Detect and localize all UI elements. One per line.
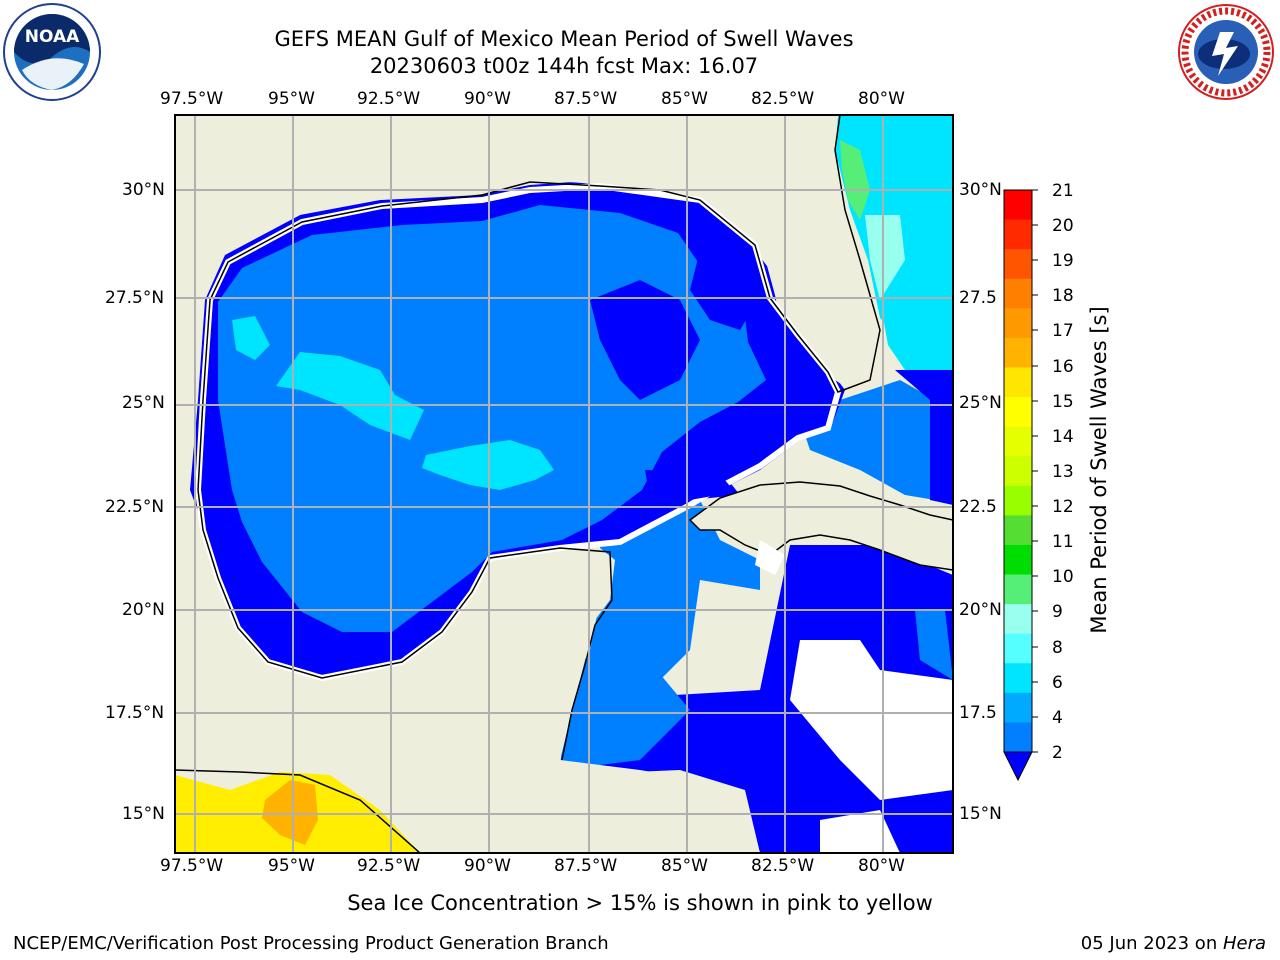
colorbar-tick-label: 16 — [1052, 357, 1074, 377]
lon-label-top: 85°W — [661, 89, 708, 109]
lon-label-top: 82.5°W — [751, 89, 815, 109]
lon-label-bottom: 95°W — [268, 856, 315, 876]
colorbar-tick-label: 8 — [1052, 638, 1063, 658]
lon-label-bottom: 80°W — [858, 856, 905, 876]
colorbar-swatch — [1004, 633, 1032, 664]
colorbar-tick-label: 18 — [1052, 286, 1074, 306]
chart-title: GEFS MEAN Gulf of Mexico Mean Period of … — [274, 27, 854, 51]
lat-label-right: 22.5 — [959, 497, 997, 517]
colorbar-tick-label: 9 — [1052, 602, 1063, 622]
lat-label-left: 20°N — [122, 600, 165, 620]
lon-label-top: 80°W — [858, 89, 905, 109]
lat-label-right: 20°N — [959, 600, 1002, 620]
map-frame — [174, 114, 954, 854]
lat-label-right: 15°N — [959, 804, 1002, 824]
colorbar-extend-triangle — [1003, 751, 1033, 782]
colorbar-tick-label: 19 — [1052, 251, 1074, 271]
lat-label-left: 17.5°N — [105, 703, 165, 723]
colorbar: 21 20 19 18 17 16 15 14 13 12 11 10 9 8 6 4 2 — [1003, 181, 1074, 782]
colorbar-swatch — [1004, 544, 1032, 576]
colorbar-tick-label: 21 — [1052, 181, 1074, 201]
noaa-logo-text: NOAA — [25, 27, 80, 47]
colorbar-swatch — [1004, 663, 1032, 694]
colorbar-tick-label: 14 — [1052, 427, 1074, 447]
footer-host: Hera — [1222, 933, 1266, 954]
lat-label-left: 30°N — [122, 180, 165, 200]
lon-label-bottom: 85°W — [661, 856, 708, 876]
lat-label-right: 27.5 — [959, 288, 997, 308]
mexico-land — [175, 115, 880, 853]
cuba-land — [688, 481, 953, 571]
colorbar-swatch — [1004, 337, 1032, 368]
lon-label-bottom: 97.5°W — [160, 856, 224, 876]
colorbar-swatch — [1004, 190, 1032, 221]
colorbar-tick-label: 2 — [1052, 743, 1063, 763]
coastline — [197, 115, 881, 491]
lat-label-right: 17.5 — [959, 703, 997, 723]
colorbar-tick-label: 6 — [1052, 673, 1063, 693]
lat-label-left: 15°N — [122, 804, 165, 824]
lat-label-left: 25°N — [122, 393, 165, 413]
gridlines — [175, 115, 953, 853]
colorbar-tick-label: 4 — [1052, 708, 1063, 728]
lat-label-right: 30°N — [959, 180, 1002, 200]
colorbar-swatch — [1004, 308, 1032, 339]
lon-label-top: 90°W — [464, 89, 511, 109]
colorbar-swatch — [1004, 722, 1032, 753]
colorbar-tick-label: 11 — [1052, 532, 1074, 552]
colorbar-swatch — [1004, 485, 1032, 516]
lon-label-top: 92.5°W — [357, 89, 421, 109]
footer-date: 05 Jun 2023 on Hera — [1081, 933, 1266, 954]
colorbar-swatch — [1004, 278, 1032, 309]
sea-ice-orange — [262, 780, 318, 845]
lon-label-top: 97.5°W — [160, 89, 224, 109]
lon-label-top: 95°W — [268, 89, 315, 109]
colorbar-tick-label: 10 — [1052, 567, 1074, 587]
chart-subtitle: 20230603 t00z 144h fcst Max: 16.07 — [369, 54, 759, 78]
colorbar-tick-label: 13 — [1052, 462, 1074, 482]
caribbean-water — [560, 545, 953, 853]
colorbar-swatch — [1004, 367, 1032, 398]
colorbar-swatch — [1004, 456, 1032, 487]
lon-label-bottom: 90°W — [464, 856, 511, 876]
nws-logo-icon — [1176, 2, 1276, 102]
footer-date-text: 05 Jun 2023 on — [1080, 933, 1223, 954]
noaa-logo-icon: NOAA — [2, 2, 102, 102]
colorbar-tick-label: 17 — [1052, 321, 1074, 341]
colorbar-label: Mean Period of Swell Waves [s] — [1087, 306, 1111, 633]
lat-label-left: 22.5°N — [105, 497, 165, 517]
colorbar-swatch — [1004, 397, 1032, 428]
colorbar-swatch — [1004, 249, 1032, 280]
colorbar-swatch — [1004, 219, 1032, 250]
colorbar-swatch — [1004, 604, 1032, 635]
lat-label-right: 25°N — [959, 393, 1002, 413]
footer-credit: NCEP/EMC/Verification Post Processing Pr… — [13, 933, 609, 954]
lat-label-left: 27.5°N — [105, 288, 165, 308]
sea-ice-caption: Sea Ice Concentration > 15% is shown in … — [347, 891, 933, 915]
lon-label-bottom: 87.5°W — [554, 856, 618, 876]
colorbar-tick-label: 12 — [1052, 497, 1074, 517]
colorbar-tick-label: 20 — [1052, 216, 1074, 236]
colorbar-swatch — [1004, 515, 1032, 546]
lon-label-bottom: 82.5°W — [751, 856, 815, 876]
yucatan-channel-water — [580, 500, 760, 700]
colorbar-tick-label: 15 — [1052, 392, 1074, 412]
lon-label-top: 87.5°W — [554, 89, 618, 109]
lon-label-bottom: 92.5°W — [357, 856, 421, 876]
colorbar-swatch — [1004, 692, 1032, 723]
colorbar-swatch — [1004, 574, 1032, 605]
colorbar-swatch — [1004, 426, 1032, 457]
